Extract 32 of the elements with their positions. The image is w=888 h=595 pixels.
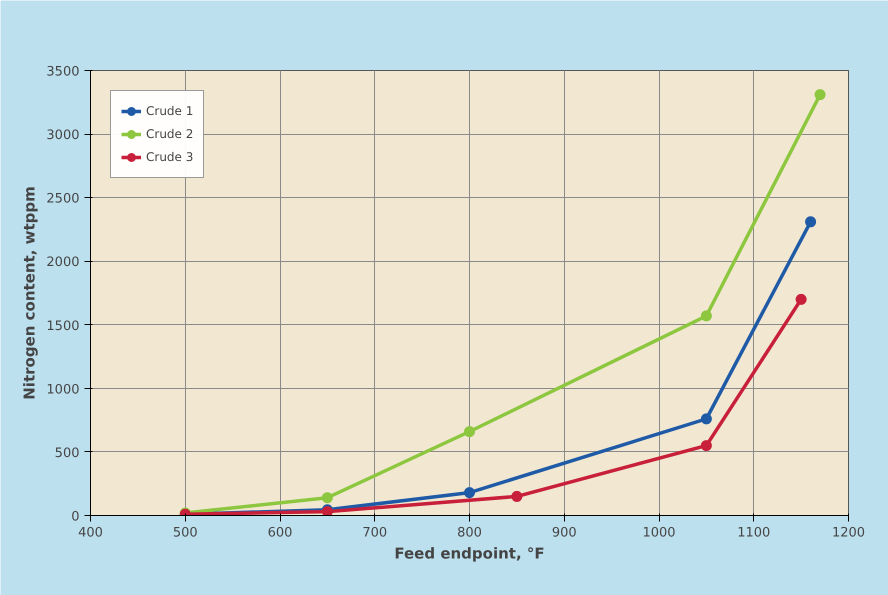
y-tick-label: 3500 <box>46 64 80 80</box>
x-tick-label: 900 <box>552 526 577 540</box>
point <box>700 413 712 424</box>
y-axis-title: Nitrogen content, wtppm <box>20 186 38 400</box>
y-tick-label: 500 <box>54 446 80 461</box>
x-tick-label: 1200 <box>832 526 866 540</box>
x-axis-title: Feed endpoint, °F <box>394 544 545 562</box>
x-tick-label: 400 <box>78 526 103 540</box>
x-tick-label: 800 <box>457 526 482 540</box>
y-tick-label: 0 <box>71 510 80 524</box>
point <box>700 310 712 322</box>
y-tick-label: 1000 <box>46 382 80 398</box>
y-tick-label: 2500 <box>46 192 80 207</box>
x-tick-label: 500 <box>172 526 198 540</box>
point <box>322 492 333 504</box>
point <box>464 487 475 498</box>
x-tick-label: 700 <box>362 526 388 540</box>
legend-label: Crude 3 <box>146 150 194 164</box>
point <box>814 89 826 100</box>
x-tick-label: 600 <box>268 526 292 540</box>
legend-label: Crude 2 <box>146 127 194 141</box>
point <box>700 440 712 452</box>
point <box>511 490 522 502</box>
y-tick-label: 3000 <box>46 128 80 144</box>
legend-label: Crude 1 <box>146 104 194 118</box>
y-tick-label: 1500 <box>46 318 80 334</box>
point <box>464 426 475 438</box>
x-tick-label: 1100 <box>737 526 770 540</box>
point <box>796 294 807 305</box>
y-tick-label: 2000 <box>46 255 80 270</box>
point <box>805 216 816 228</box>
x-tick-label: 1000 <box>642 526 676 540</box>
